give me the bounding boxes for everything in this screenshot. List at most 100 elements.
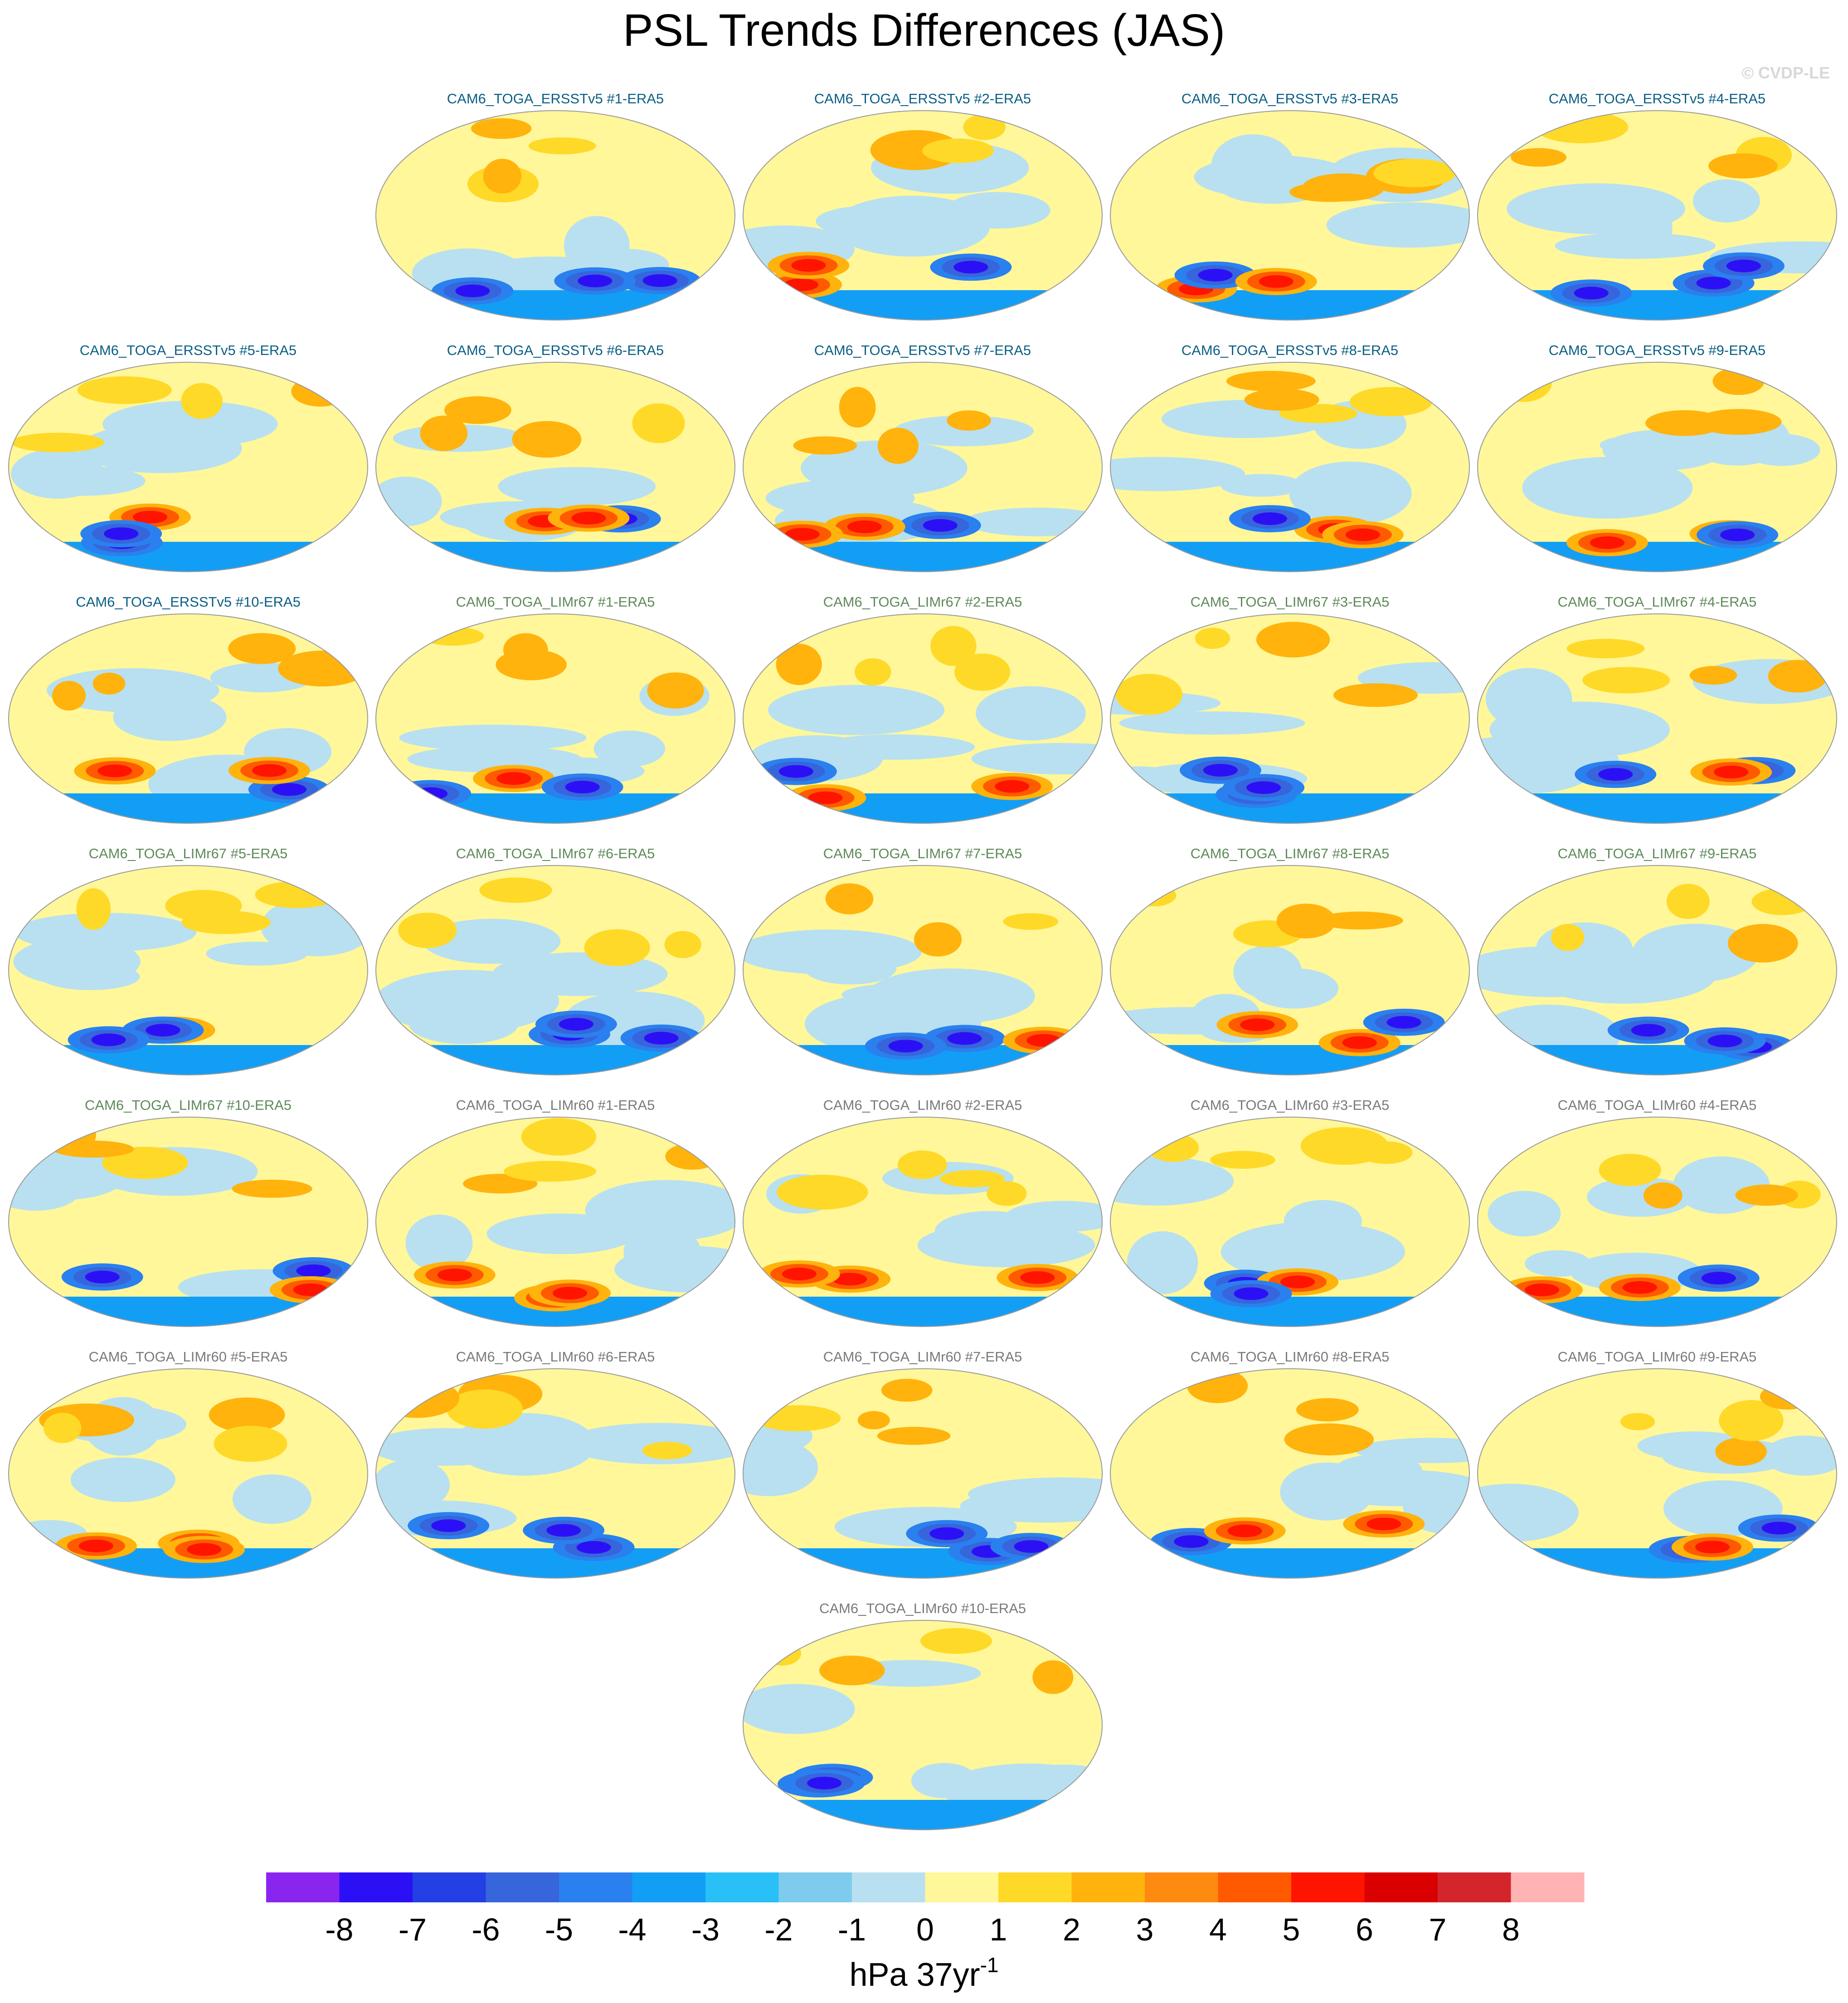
colorbar-swatch [486, 1872, 559, 1902]
map-panel: CAM6_TOGA_ERSSTv5 #2-ERA5 [741, 91, 1104, 326]
colorbar-swatch [705, 1872, 779, 1902]
colorbar-tick-label: -3 [691, 1912, 720, 1947]
map-panel: CAM6_TOGA_LIMr60 #6-ERA5 [374, 1349, 737, 1585]
colorbar-swatch [1145, 1872, 1218, 1902]
world-map [8, 1368, 368, 1579]
colorbar-tick-label: -6 [472, 1912, 500, 1947]
colorbar-swatch [998, 1872, 1072, 1902]
panel-title: CAM6_TOGA_LIMr60 #4-ERA5 [1557, 1097, 1757, 1113]
map-panel: CAM6_TOGA_LIMr67 #6-ERA5 [374, 846, 737, 1081]
panel-title: CAM6_TOGA_LIMr60 #1-ERA5 [456, 1097, 655, 1113]
map-panel: CAM6_TOGA_ERSSTv5 #3-ERA5 [1109, 91, 1471, 326]
world-map [1110, 1117, 1470, 1327]
map-panel: CAM6_TOGA_ERSSTv5 #10-ERA5 [7, 594, 370, 830]
panel-title: CAM6_TOGA_ERSSTv5 #3-ERA5 [1181, 91, 1399, 107]
world-map [743, 1368, 1103, 1579]
map-panel: CAM6_TOGA_LIMr67 #8-ERA5 [1109, 846, 1471, 1081]
panel-title: CAM6_TOGA_ERSSTv5 #1-ERA5 [447, 91, 664, 107]
panel-title: CAM6_TOGA_ERSSTv5 #6-ERA5 [447, 342, 664, 358]
map-panel: CAM6_TOGA_LIMr60 #7-ERA5 [741, 1349, 1104, 1585]
map-panel: CAM6_TOGA_LIMr67 #3-ERA5 [1109, 594, 1471, 830]
colorbar-tick-label: 7 [1429, 1912, 1447, 1947]
world-map [375, 110, 735, 321]
colorbar-tick-label: 2 [1063, 1912, 1080, 1947]
world-map [1110, 865, 1470, 1075]
colorbar-tick-label: -5 [545, 1912, 573, 1947]
panel-title: CAM6_TOGA_LIMr60 #9-ERA5 [1557, 1349, 1757, 1365]
colorbar-swatch [339, 1872, 413, 1902]
world-map [1477, 362, 1837, 572]
world-map [375, 865, 735, 1075]
map-panel: CAM6_TOGA_LIMr67 #9-ERA5 [1476, 846, 1838, 1081]
world-map [1477, 110, 1837, 321]
world-map [1110, 110, 1470, 321]
world-map [743, 110, 1103, 321]
colorbar-swatch [632, 1872, 706, 1902]
panel-title: CAM6_TOGA_LIMr67 #4-ERA5 [1557, 594, 1757, 610]
colorbar-tick-label: 4 [1209, 1912, 1227, 1947]
world-map [8, 613, 368, 824]
map-panel: CAM6_TOGA_LIMr60 #4-ERA5 [1476, 1097, 1838, 1333]
world-map [743, 1620, 1103, 1830]
map-panel: CAM6_TOGA_ERSSTv5 #5-ERA5 [7, 342, 370, 578]
panel-title: CAM6_TOGA_ERSSTv5 #2-ERA5 [814, 91, 1031, 107]
colorbar-tick-label: -1 [838, 1912, 866, 1947]
colorbar-tick-label: 8 [1502, 1912, 1520, 1947]
world-map [375, 1368, 735, 1579]
panel-title: CAM6_TOGA_ERSSTv5 #4-ERA5 [1548, 91, 1766, 107]
panel-title: CAM6_TOGA_LIMr67 #9-ERA5 [1557, 846, 1757, 861]
world-map [1110, 362, 1470, 572]
map-panel: CAM6_TOGA_LIMr60 #5-ERA5 [7, 1349, 370, 1585]
panel-title: CAM6_TOGA_ERSSTv5 #9-ERA5 [1548, 342, 1766, 358]
map-panel: CAM6_TOGA_LIMr67 #10-ERA5 [7, 1097, 370, 1333]
map-panel: CAM6_TOGA_LIMr67 #5-ERA5 [7, 846, 370, 1081]
map-panel: CAM6_TOGA_LIMr60 #8-ERA5 [1109, 1349, 1471, 1585]
panel-title: CAM6_TOGA_LIMr60 #3-ERA5 [1190, 1097, 1390, 1113]
map-panel: CAM6_TOGA_LIMr60 #2-ERA5 [741, 1097, 1104, 1333]
panel-title: CAM6_TOGA_LIMr67 #10-ERA5 [84, 1097, 292, 1113]
colorbar-swatch [778, 1872, 852, 1902]
colorbar-tick-label: -4 [618, 1912, 646, 1947]
panel-title: CAM6_TOGA_LIMr60 #7-ERA5 [823, 1349, 1022, 1365]
map-panel: CAM6_TOGA_ERSSTv5 #1-ERA5 [374, 91, 737, 326]
panel-title: CAM6_TOGA_LIMr67 #1-ERA5 [456, 594, 655, 610]
panel-title: CAM6_TOGA_ERSSTv5 #7-ERA5 [814, 342, 1031, 358]
colorbar-swatch [1511, 1872, 1585, 1902]
colorbar-swatch [925, 1872, 999, 1902]
map-panel: CAM6_TOGA_ERSSTv5 #9-ERA5 [1476, 342, 1838, 578]
map-panel: CAM6_TOGA_LIMr60 #9-ERA5 [1476, 1349, 1838, 1585]
world-map [1477, 1117, 1837, 1327]
panel-title: CAM6_TOGA_LIMr67 #2-ERA5 [823, 594, 1022, 610]
colorbar-swatch [1438, 1872, 1511, 1902]
map-panel: CAM6_TOGA_LIMr60 #3-ERA5 [1109, 1097, 1471, 1333]
colorbar-swatch [1291, 1872, 1365, 1902]
world-map [1477, 1368, 1837, 1579]
map-panel: CAM6_TOGA_ERSSTv5 #4-ERA5 [1476, 91, 1838, 326]
colorbar-unit-label: hPa 37yr-1 [849, 1953, 998, 1993]
panel-title: CAM6_TOGA_LIMr67 #7-ERA5 [823, 846, 1022, 861]
world-map [375, 362, 735, 572]
panel-title: CAM6_TOGA_LIMr60 #5-ERA5 [88, 1349, 288, 1365]
panel-title: CAM6_TOGA_LIMr67 #5-ERA5 [88, 846, 288, 861]
panel-title: CAM6_TOGA_ERSSTv5 #10-ERA5 [76, 594, 301, 610]
world-map [8, 865, 368, 1075]
world-map [1110, 1368, 1470, 1579]
colorbar-swatch [266, 1872, 340, 1902]
panel-title: CAM6_TOGA_LIMr60 #8-ERA5 [1190, 1349, 1390, 1365]
map-panel: CAM6_TOGA_LIMr60 #10-ERA5 [741, 1600, 1104, 1836]
colorbar-tick-label: 6 [1356, 1912, 1373, 1947]
colorbar-swatch [852, 1872, 925, 1902]
world-map [743, 362, 1103, 572]
colorbar-tick-label: 5 [1283, 1912, 1300, 1947]
world-map [375, 613, 735, 824]
world-map [743, 1117, 1103, 1327]
map-panel: CAM6_TOGA_ERSSTv5 #6-ERA5 [374, 342, 737, 578]
panel-title: CAM6_TOGA_LIMr67 #6-ERA5 [456, 846, 655, 861]
world-map [1110, 613, 1470, 824]
colorbar-tick-label: -7 [399, 1912, 427, 1947]
copyright-text: © CVDP-LE [1741, 63, 1830, 82]
page-title: PSL Trends Differences (JAS) [622, 5, 1226, 56]
colorbar-swatch [1218, 1872, 1292, 1902]
panel-title: CAM6_TOGA_LIMr60 #2-ERA5 [823, 1097, 1022, 1113]
colorbar-swatch [1071, 1872, 1145, 1902]
